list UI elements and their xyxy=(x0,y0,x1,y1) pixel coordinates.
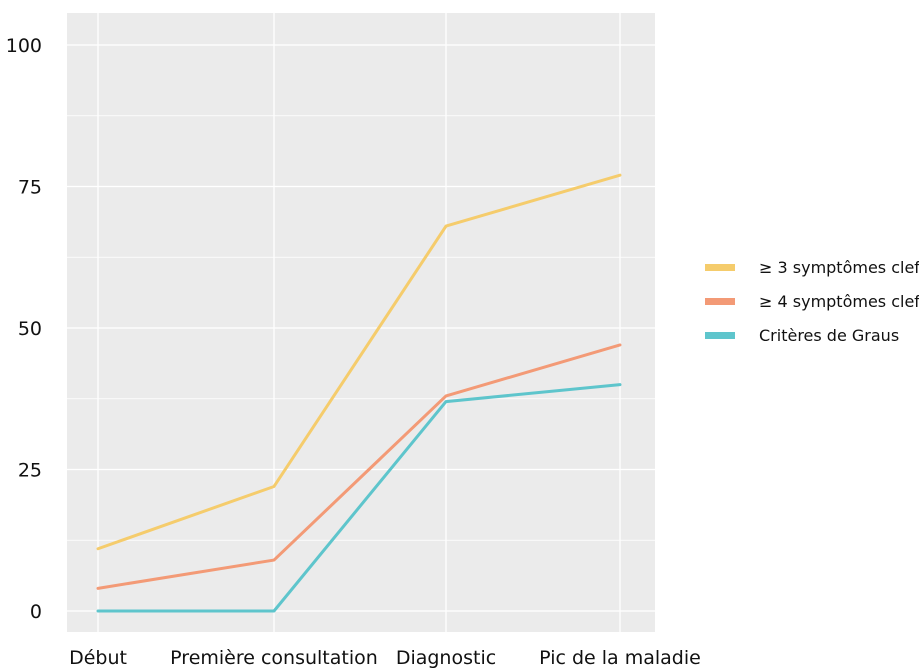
series-line-2 xyxy=(96,343,622,590)
y-axis-ticks: 0 25 50 75 100 xyxy=(6,35,42,623)
x-tick-label: Pic de la maladie xyxy=(539,647,701,668)
x-tick-label: Première consultation xyxy=(170,647,378,668)
legend-item: ≥ 3 symptômes clefs xyxy=(705,250,919,284)
gridlines xyxy=(67,13,655,632)
series-line-3 xyxy=(96,383,622,613)
y-tick-label: 75 xyxy=(18,177,42,199)
legend-label: ≥ 3 symptômes clefs xyxy=(759,257,919,277)
y-tick-label: 25 xyxy=(18,460,42,482)
legend-item: Critères de Graus xyxy=(705,318,919,352)
series-lines xyxy=(96,173,622,613)
x-tick-label: Début xyxy=(69,647,127,668)
legend-swatch xyxy=(705,331,735,339)
series-line-1 xyxy=(96,173,622,551)
plot-background xyxy=(67,13,655,632)
legend-label: ≥ 4 symptômes clefs xyxy=(759,291,919,311)
legend-item: ≥ 4 symptômes clefs xyxy=(705,284,919,318)
y-tick-label: 100 xyxy=(6,35,42,57)
y-tick-label: 50 xyxy=(18,318,42,340)
x-tick-label: Diagnostic xyxy=(396,647,496,668)
legend-swatch xyxy=(705,297,735,305)
y-tick-label: 0 xyxy=(30,601,42,623)
legend: ≥ 3 symptômes clefs ≥ 4 symptômes clefs … xyxy=(705,250,919,352)
legend-label: Critères de Graus xyxy=(759,325,900,345)
legend-swatch xyxy=(705,263,735,271)
x-axis-ticks: Début Première consultation Diagnostic Pic … xyxy=(69,647,701,668)
